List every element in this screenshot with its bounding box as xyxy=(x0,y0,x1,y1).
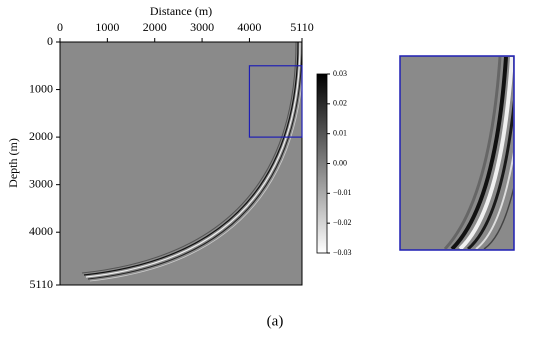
zoom-wavefront xyxy=(443,57,513,249)
colorbar-tick-label: −0.01 xyxy=(333,188,352,197)
colorbar xyxy=(316,73,328,254)
y-tick-label: 4000 xyxy=(29,224,53,238)
wavefield xyxy=(60,42,302,285)
x-tick-label: 5110 xyxy=(290,20,314,34)
y-axis-label: Depth (m) xyxy=(6,138,20,188)
colorbar-tick-label: 0.01 xyxy=(333,128,347,137)
y-tick-label: 3000 xyxy=(29,176,53,190)
x-tick-label: 0 xyxy=(57,20,63,34)
colorbar-tick-label: 0.03 xyxy=(333,69,347,78)
colorbar-tick-label: 0.00 xyxy=(333,158,347,167)
caption: (a) xyxy=(267,313,284,329)
x-tick-label: 4000 xyxy=(237,20,261,34)
colorbar-tick-label: 0.02 xyxy=(333,99,347,108)
plot-frame xyxy=(59,41,303,286)
x-tick-label: 1000 xyxy=(95,20,119,34)
x-tick-label: 2000 xyxy=(143,20,167,34)
wavefront xyxy=(81,42,302,282)
x-tick-label: 3000 xyxy=(190,20,214,34)
y-tick-label: 0 xyxy=(47,34,53,48)
colorbar-tick-label: −0.02 xyxy=(333,218,352,227)
x-axis-label: Distance (m) xyxy=(150,4,212,18)
y-tick-label: 2000 xyxy=(29,129,53,143)
colorbar-tick-label: −0.03 xyxy=(333,248,352,257)
y-tick-label: 5110 xyxy=(29,277,53,291)
zoom-frame xyxy=(399,55,515,251)
zoom-box xyxy=(248,65,303,138)
y-tick-label: 1000 xyxy=(29,81,53,95)
